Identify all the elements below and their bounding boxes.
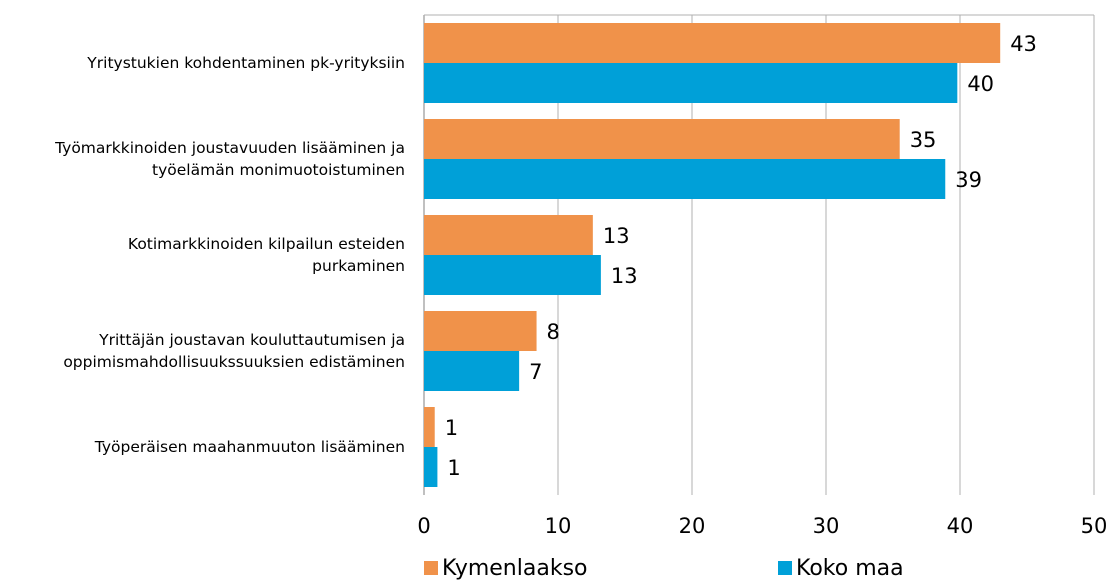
data-label: 40 [967,72,994,96]
legend-label: Koko maa [796,556,904,581]
category-label-line: Työmarkkinoiden joustavuuden lisääminen … [54,139,405,157]
bar [424,119,900,159]
x-tick-label: 20 [679,514,706,538]
category-label: Yrittäjän joustavan kouluttautumisen ja o… [63,331,405,371]
bar [424,159,946,199]
category-label: Työmarkkinoiden joustavuuden lisääminen … [54,139,405,179]
category-label-line: Yrittäjän joustavan kouluttautumisen ja [98,331,405,349]
data-label: 1 [447,456,460,480]
category-label-line: oppimismahdollisuukssuuksien edistäminen [63,353,405,371]
x-tick-label: 50 [1081,514,1108,538]
data-label: 35 [910,128,937,152]
data-label: 13 [611,264,638,288]
bar [424,447,438,487]
data-label: 7 [529,360,542,384]
category-label-line: purkaminen [312,257,405,275]
category-label: Työperäisen maahanmuuton lisääminen [94,438,405,456]
legend-label: Kymenlaakso [442,556,588,581]
data-label: 43 [1010,32,1037,56]
bar [424,255,601,295]
bar [424,63,958,103]
data-label: 39 [955,168,982,192]
category-label: Yritystukien kohdentaminen pk-yrityksiin [86,54,405,72]
category-label-line: Yritystukien kohdentaminen pk-yrityksiin [86,54,405,72]
x-tick-label: 0 [417,514,430,538]
category-label-line: Kotimarkkinoiden kilpailun esteiden [128,235,405,253]
data-label: 13 [603,224,630,248]
category-label-line: työelämän monimuotoistuminen [152,161,405,179]
x-tick-label: 30 [813,514,840,538]
x-tick-label: 40 [947,514,974,538]
data-label: 1 [445,416,458,440]
bar [424,351,520,391]
bar [424,215,593,255]
legend-swatch [424,561,438,575]
data-label: 8 [547,320,560,344]
bar [424,407,435,447]
bar [424,23,1001,63]
category-label: Kotimarkkinoiden kilpailun esteiden purka… [128,235,405,275]
category-label-line: Työperäisen maahanmuuton lisääminen [94,438,405,456]
x-tick-label: 10 [545,514,572,538]
legend-swatch [778,561,792,575]
bar [424,311,537,351]
